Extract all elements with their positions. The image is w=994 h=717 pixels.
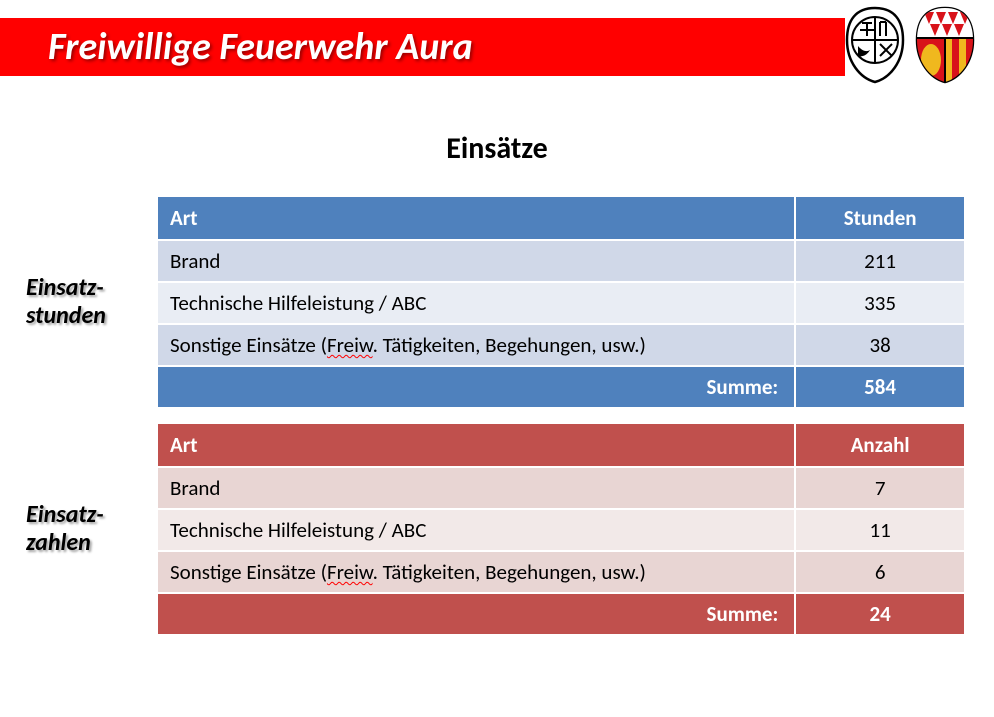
col-header-art: Art [157, 196, 795, 240]
col-header-art: Art [157, 423, 795, 467]
section-counts: Einsatz- zahlen Art Anzahl Brand 7 Techn… [26, 422, 966, 636]
table-row: Brand 211 [157, 240, 965, 282]
table-row: Technische Hilfeleistung / ABC 335 [157, 282, 965, 324]
cell-value: 7 [795, 467, 965, 509]
cell-art: Technische Hilfeleistung / ABC [157, 509, 795, 551]
cell-art: Sonstige Einsätze (Freiw. Tätigkeiten, B… [157, 551, 795, 593]
section-label-counts: Einsatz- zahlen [26, 501, 156, 556]
cell-art: Brand [157, 467, 795, 509]
col-header-value: Anzahl [795, 423, 965, 467]
cell-value: 6 [795, 551, 965, 593]
section-label-hours-l1: Einsatz- [26, 273, 104, 302]
table-row: Sonstige Einsätze (Freiw. Tätigkeiten, B… [157, 324, 965, 366]
cell-value: 11 [795, 509, 965, 551]
table-row: Technische Hilfeleistung / ABC 11 [157, 509, 965, 551]
header-bar: Freiwillige Feuerwehr Aura [0, 18, 845, 76]
cell-value: 335 [795, 282, 965, 324]
section-label-counts-l1: Einsatz- [26, 500, 104, 529]
section-hours: Einsatz- stunden Art Stunden Brand 211 T… [26, 195, 966, 409]
fire-dept-logo-icon [844, 6, 906, 84]
cell-art: Brand [157, 240, 795, 282]
table-header-row: Art Stunden [157, 196, 965, 240]
sum-label: Summe: [157, 593, 795, 635]
col-header-value: Stunden [795, 196, 965, 240]
section-label-hours-l2: stunden [26, 301, 106, 330]
table-header-row: Art Anzahl [157, 423, 965, 467]
sum-value: 24 [795, 593, 965, 635]
header-logos [844, 6, 976, 84]
cell-art: Sonstige Einsätze (Freiw. Tätigkeiten, B… [157, 324, 795, 366]
cell-value: 38 [795, 324, 965, 366]
sum-label: Summe: [157, 366, 795, 408]
cell-value: 211 [795, 240, 965, 282]
table-hours: Art Stunden Brand 211 Technische Hilfele… [156, 195, 966, 409]
coat-of-arms-icon [914, 6, 976, 84]
sum-value: 584 [795, 366, 965, 408]
page-title: Einsätze [0, 130, 994, 167]
table-counts: Art Anzahl Brand 7 Technische Hilfeleist… [156, 422, 966, 636]
section-label-hours: Einsatz- stunden [26, 274, 156, 329]
table-sum-row: Summe: 584 [157, 366, 965, 408]
section-label-counts-l2: zahlen [26, 528, 91, 557]
table-sum-row: Summe: 24 [157, 593, 965, 635]
table-row: Sonstige Einsätze (Freiw. Tätigkeiten, B… [157, 551, 965, 593]
cell-art: Technische Hilfeleistung / ABC [157, 282, 795, 324]
header-title: Freiwillige Feuerwehr Aura [48, 24, 473, 70]
table-row: Brand 7 [157, 467, 965, 509]
